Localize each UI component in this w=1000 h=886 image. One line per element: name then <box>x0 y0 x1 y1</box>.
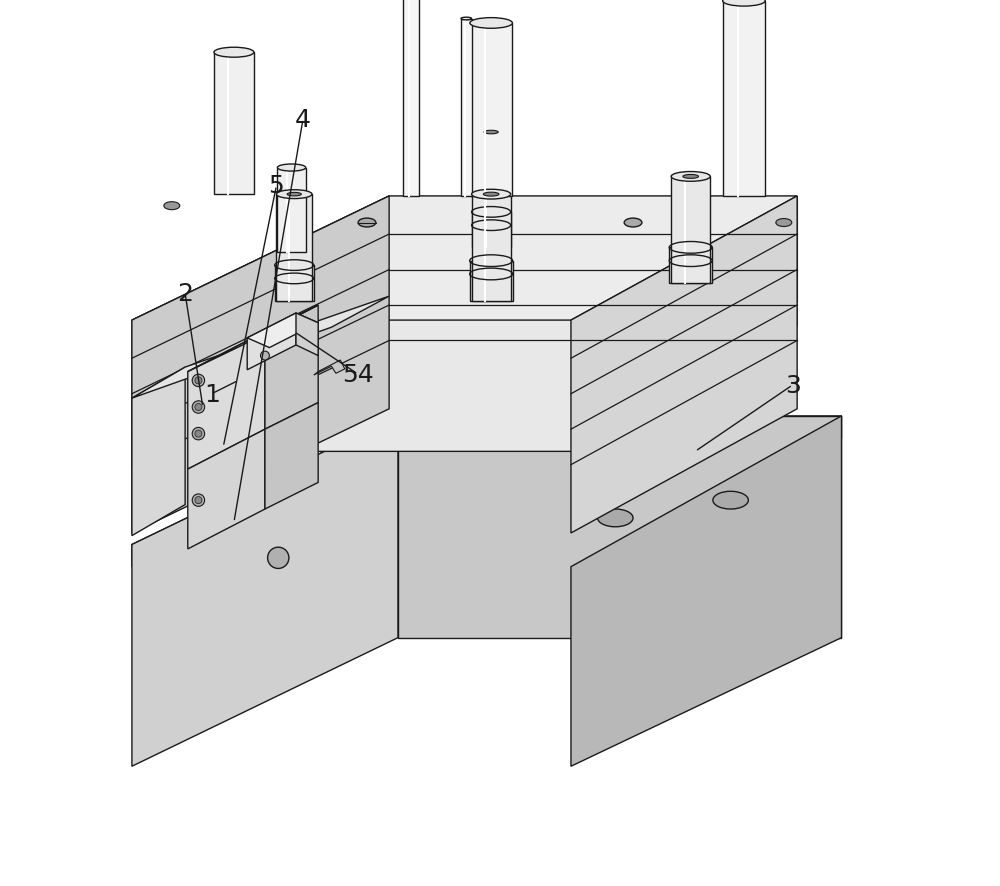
Ellipse shape <box>713 492 748 509</box>
Ellipse shape <box>671 172 710 183</box>
Polygon shape <box>132 223 389 374</box>
Ellipse shape <box>484 131 498 135</box>
Polygon shape <box>132 276 389 427</box>
Polygon shape <box>389 276 797 303</box>
Ellipse shape <box>683 175 699 179</box>
Text: 1: 1 <box>204 382 220 407</box>
Ellipse shape <box>192 401 205 414</box>
Text: 4: 4 <box>295 107 311 132</box>
Polygon shape <box>214 53 254 195</box>
Ellipse shape <box>461 18 472 21</box>
Ellipse shape <box>287 193 301 197</box>
Polygon shape <box>296 314 318 356</box>
Polygon shape <box>132 250 389 400</box>
Polygon shape <box>188 430 265 549</box>
Text: 5: 5 <box>269 174 284 198</box>
Polygon shape <box>389 223 797 250</box>
Polygon shape <box>669 248 712 284</box>
Polygon shape <box>265 306 318 430</box>
Polygon shape <box>470 24 512 197</box>
Ellipse shape <box>483 193 499 197</box>
Text: 2: 2 <box>177 282 193 307</box>
Polygon shape <box>132 308 797 452</box>
Ellipse shape <box>473 128 509 137</box>
Ellipse shape <box>195 404 202 411</box>
Ellipse shape <box>358 219 376 228</box>
Polygon shape <box>403 0 419 197</box>
Ellipse shape <box>192 494 205 507</box>
Polygon shape <box>132 416 398 766</box>
Polygon shape <box>132 297 389 399</box>
Polygon shape <box>571 197 797 533</box>
Polygon shape <box>132 368 185 536</box>
Polygon shape <box>723 2 765 197</box>
Polygon shape <box>247 314 296 370</box>
Ellipse shape <box>624 219 642 228</box>
Polygon shape <box>188 306 318 372</box>
Polygon shape <box>389 197 797 223</box>
Ellipse shape <box>164 203 180 211</box>
Polygon shape <box>188 332 265 470</box>
Ellipse shape <box>598 509 633 527</box>
Ellipse shape <box>192 375 205 387</box>
Ellipse shape <box>214 48 254 58</box>
Polygon shape <box>132 416 841 567</box>
Polygon shape <box>472 213 511 248</box>
Polygon shape <box>275 266 314 301</box>
Text: 54: 54 <box>342 362 374 387</box>
Polygon shape <box>571 416 841 766</box>
Ellipse shape <box>276 190 312 199</box>
Ellipse shape <box>472 190 511 200</box>
Polygon shape <box>398 416 841 638</box>
Ellipse shape <box>261 352 269 361</box>
Ellipse shape <box>470 19 512 29</box>
Polygon shape <box>277 168 306 253</box>
Ellipse shape <box>723 0 765 7</box>
Polygon shape <box>671 177 710 284</box>
Polygon shape <box>472 195 511 301</box>
Polygon shape <box>473 133 509 248</box>
Ellipse shape <box>277 165 306 172</box>
Polygon shape <box>314 361 345 376</box>
Polygon shape <box>132 197 389 347</box>
Ellipse shape <box>268 548 289 569</box>
Polygon shape <box>132 399 194 470</box>
Polygon shape <box>265 403 318 509</box>
Polygon shape <box>132 197 389 533</box>
Polygon shape <box>470 261 513 301</box>
Ellipse shape <box>776 220 792 228</box>
Polygon shape <box>132 310 385 447</box>
Ellipse shape <box>195 497 202 504</box>
Polygon shape <box>132 197 797 321</box>
Polygon shape <box>389 250 797 276</box>
Text: 3: 3 <box>785 373 801 398</box>
Polygon shape <box>461 19 472 197</box>
Polygon shape <box>247 314 318 348</box>
Ellipse shape <box>192 428 205 440</box>
Ellipse shape <box>195 431 202 438</box>
Polygon shape <box>276 195 312 301</box>
Ellipse shape <box>195 377 202 385</box>
